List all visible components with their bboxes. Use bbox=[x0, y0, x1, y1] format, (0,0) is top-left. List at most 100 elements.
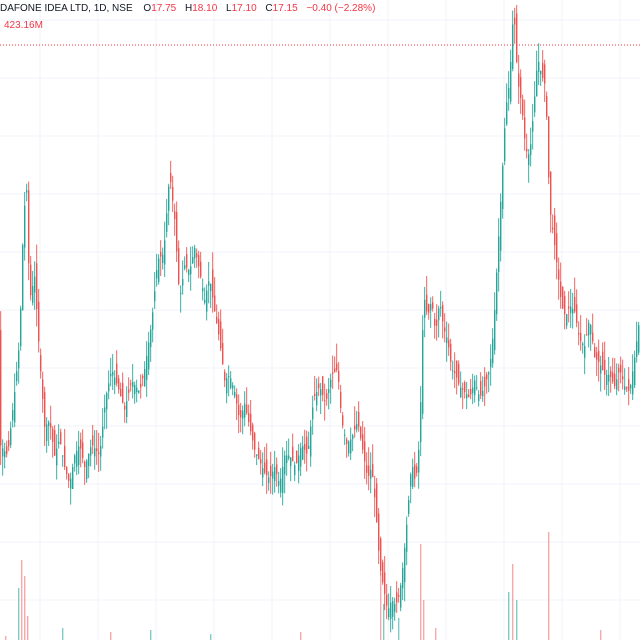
candle-body bbox=[86, 460, 88, 480]
candle-body bbox=[92, 435, 94, 446]
candle-body bbox=[64, 445, 66, 468]
candle-body bbox=[438, 308, 440, 321]
candle-body bbox=[368, 465, 370, 476]
candle-body bbox=[272, 471, 274, 479]
candle-body bbox=[70, 478, 72, 489]
candle-body bbox=[292, 446, 294, 462]
candle-body bbox=[436, 319, 438, 326]
candle-body bbox=[98, 452, 100, 455]
candle-body bbox=[58, 441, 60, 444]
candle-body bbox=[68, 474, 70, 481]
candle-body bbox=[44, 392, 46, 427]
candle-body bbox=[454, 371, 456, 374]
volume-bar bbox=[383, 604, 385, 640]
symbol-title: DAFONE IDEA LTD, 1D, NSE bbox=[0, 3, 133, 14]
candle-body bbox=[484, 376, 486, 387]
candle-body bbox=[422, 330, 424, 414]
candle-body bbox=[480, 381, 482, 396]
candle-body bbox=[54, 430, 56, 456]
candle-body bbox=[448, 340, 450, 348]
candle-body bbox=[298, 455, 300, 472]
candle-body bbox=[194, 247, 196, 259]
candle-body bbox=[2, 448, 4, 457]
candle-body bbox=[430, 304, 432, 311]
candle-body bbox=[208, 281, 210, 286]
candle-body bbox=[124, 405, 126, 410]
volume-bar bbox=[512, 564, 514, 640]
candle-body bbox=[112, 371, 114, 376]
candle-body bbox=[408, 500, 410, 514]
candle-body bbox=[494, 309, 496, 351]
candle-body bbox=[262, 468, 264, 478]
candle-body bbox=[444, 327, 446, 332]
candle-body bbox=[518, 73, 520, 87]
volume-bar bbox=[210, 634, 212, 640]
candle-body bbox=[152, 312, 154, 330]
candle-body bbox=[164, 240, 166, 265]
candle-body bbox=[136, 387, 138, 393]
candle-body bbox=[472, 387, 474, 394]
candle-body bbox=[50, 423, 52, 428]
candle-body bbox=[508, 87, 510, 99]
candle-body bbox=[306, 436, 308, 454]
candle-body bbox=[514, 17, 516, 25]
candle-body bbox=[470, 388, 472, 395]
candle-body bbox=[562, 286, 564, 309]
candles bbox=[0, 4, 640, 633]
candle-body bbox=[554, 215, 556, 246]
candle-body bbox=[158, 258, 160, 282]
candle-body bbox=[210, 283, 212, 291]
low-label: L bbox=[226, 3, 232, 14]
candle-body bbox=[404, 547, 406, 583]
candle-body bbox=[528, 154, 530, 166]
candle-body bbox=[630, 385, 632, 389]
candle-body bbox=[234, 392, 236, 397]
candle-body bbox=[466, 394, 468, 399]
candle-body bbox=[456, 360, 458, 378]
candle-body bbox=[638, 325, 640, 353]
candle-body bbox=[504, 128, 506, 162]
candle-body bbox=[256, 454, 258, 456]
candle-body bbox=[600, 365, 602, 374]
candle-body bbox=[372, 463, 374, 478]
candle-body bbox=[142, 375, 144, 379]
volume-bar bbox=[5, 636, 7, 640]
candle-body bbox=[574, 296, 576, 312]
candle-body bbox=[524, 117, 526, 139]
candle-body bbox=[188, 269, 190, 275]
candle-body bbox=[334, 368, 336, 372]
candle-body bbox=[458, 363, 460, 384]
candle-body bbox=[578, 333, 580, 335]
candle-body bbox=[488, 372, 490, 375]
candle-body bbox=[22, 245, 24, 310]
candle-body bbox=[174, 211, 176, 220]
candle-body bbox=[52, 428, 54, 442]
candle-body bbox=[120, 388, 122, 397]
candle-body bbox=[462, 388, 464, 390]
candle-body bbox=[108, 383, 110, 392]
candle-body bbox=[78, 446, 80, 466]
candle-body bbox=[452, 370, 454, 372]
candle-body bbox=[358, 411, 360, 427]
open-value: 17.75 bbox=[151, 3, 177, 14]
candle-body bbox=[582, 343, 584, 346]
candle-body bbox=[286, 455, 288, 463]
candle-body bbox=[84, 461, 86, 468]
candle-body bbox=[88, 453, 90, 467]
candle-body bbox=[412, 467, 414, 487]
candle-body bbox=[318, 383, 320, 389]
candle-body bbox=[230, 378, 232, 388]
candle-body bbox=[498, 236, 500, 273]
candle-body bbox=[144, 369, 146, 387]
candle-body bbox=[220, 321, 222, 349]
candle-body bbox=[534, 96, 536, 113]
candle-body bbox=[374, 488, 376, 498]
candle-body bbox=[56, 448, 58, 466]
candle-body bbox=[104, 407, 106, 413]
candle-body bbox=[500, 201, 502, 251]
candle-body bbox=[214, 295, 216, 312]
candle-body bbox=[622, 376, 624, 380]
volume-bar bbox=[420, 544, 422, 640]
candle-body bbox=[446, 337, 448, 344]
